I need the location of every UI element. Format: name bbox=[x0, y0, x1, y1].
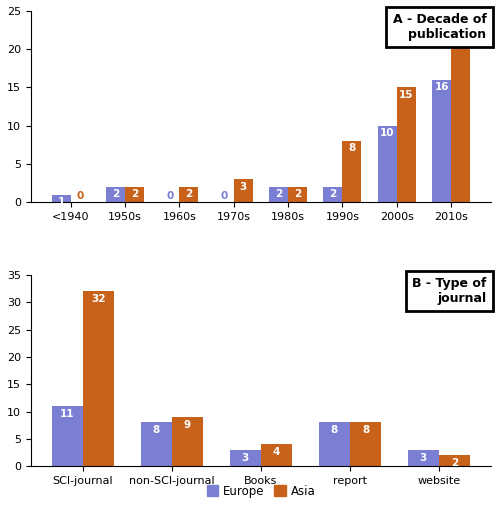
Text: 16: 16 bbox=[434, 82, 449, 92]
Text: 0: 0 bbox=[77, 191, 84, 201]
Bar bbox=[83, 291, 114, 466]
Text: 8: 8 bbox=[362, 425, 369, 435]
Bar bbox=[432, 80, 451, 202]
Text: 15: 15 bbox=[399, 90, 413, 100]
Bar bbox=[343, 141, 362, 202]
Text: 0: 0 bbox=[221, 191, 228, 201]
Text: 2: 2 bbox=[451, 458, 458, 468]
Bar bbox=[179, 187, 198, 202]
Bar bbox=[52, 406, 83, 466]
Text: 2: 2 bbox=[294, 189, 301, 199]
Text: 2: 2 bbox=[329, 189, 337, 199]
Text: 1: 1 bbox=[58, 197, 65, 207]
Text: 3: 3 bbox=[242, 453, 249, 463]
Text: 11: 11 bbox=[60, 409, 75, 419]
Bar bbox=[125, 187, 144, 202]
Text: 2: 2 bbox=[131, 189, 138, 199]
Bar bbox=[52, 195, 71, 202]
Bar bbox=[141, 423, 172, 466]
Text: 10: 10 bbox=[380, 128, 394, 138]
Bar bbox=[350, 423, 381, 466]
Bar bbox=[408, 450, 439, 466]
Bar bbox=[172, 417, 203, 466]
Text: 23: 23 bbox=[453, 28, 468, 38]
Bar bbox=[323, 187, 343, 202]
Bar bbox=[269, 187, 288, 202]
Bar bbox=[288, 187, 307, 202]
Bar bbox=[451, 26, 470, 202]
Text: 0: 0 bbox=[166, 191, 173, 201]
Bar bbox=[319, 423, 350, 466]
Text: 2: 2 bbox=[275, 189, 282, 199]
Bar bbox=[378, 126, 397, 202]
Bar bbox=[397, 88, 416, 202]
Bar bbox=[439, 455, 470, 466]
Text: 2: 2 bbox=[112, 189, 119, 199]
Text: 4: 4 bbox=[273, 447, 280, 457]
Text: 8: 8 bbox=[153, 425, 160, 435]
Text: 3: 3 bbox=[240, 182, 247, 192]
Text: A - Decade of
publication: A - Decade of publication bbox=[392, 13, 487, 41]
Text: 8: 8 bbox=[348, 143, 356, 153]
Text: 3: 3 bbox=[420, 453, 427, 463]
Text: 32: 32 bbox=[91, 294, 106, 304]
Legend: Europe, Asia: Europe, Asia bbox=[202, 480, 320, 502]
Text: 8: 8 bbox=[331, 425, 338, 435]
Bar bbox=[230, 450, 261, 466]
Text: B - Type of
journal: B - Type of journal bbox=[412, 277, 487, 305]
Text: 9: 9 bbox=[184, 420, 191, 430]
Bar bbox=[234, 179, 253, 202]
Bar bbox=[261, 444, 292, 466]
Bar bbox=[106, 187, 125, 202]
Text: 2: 2 bbox=[185, 189, 193, 199]
